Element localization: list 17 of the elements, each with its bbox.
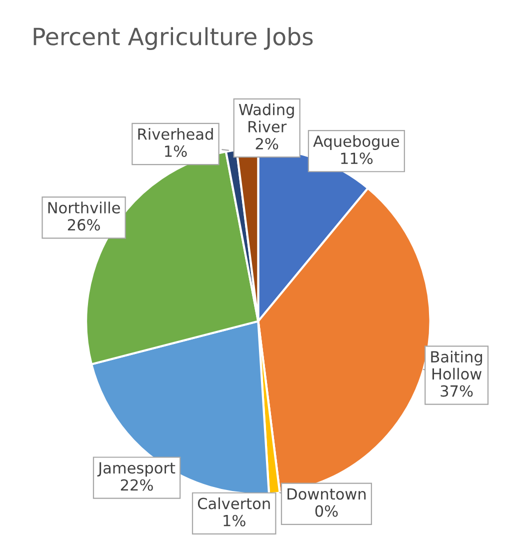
slice-label: Aquebogue	[313, 135, 400, 150]
data-label: 26%	[68, 219, 100, 231]
slice-label: Calverton	[198, 497, 270, 510]
slice-label: Northville	[48, 202, 120, 214]
slice-label: Riverhead	[138, 128, 213, 140]
data-label: 1%	[165, 145, 187, 157]
category-label: Downtown	[288, 488, 366, 500]
chart-title: Percent Agriculture Jobs	[34, 27, 313, 50]
slice-label: Wading River	[238, 103, 294, 132]
data-label: 2%	[256, 138, 278, 150]
data-label: 1%	[224, 514, 246, 526]
data-label: 37%	[440, 385, 473, 397]
data-label: 11%	[341, 152, 373, 164]
slice-label: Baiting Hollow	[431, 350, 482, 380]
slice-label: Jamesport	[97, 462, 176, 477]
data-label: 22%	[120, 479, 153, 491]
text: 0%	[315, 505, 338, 517]
